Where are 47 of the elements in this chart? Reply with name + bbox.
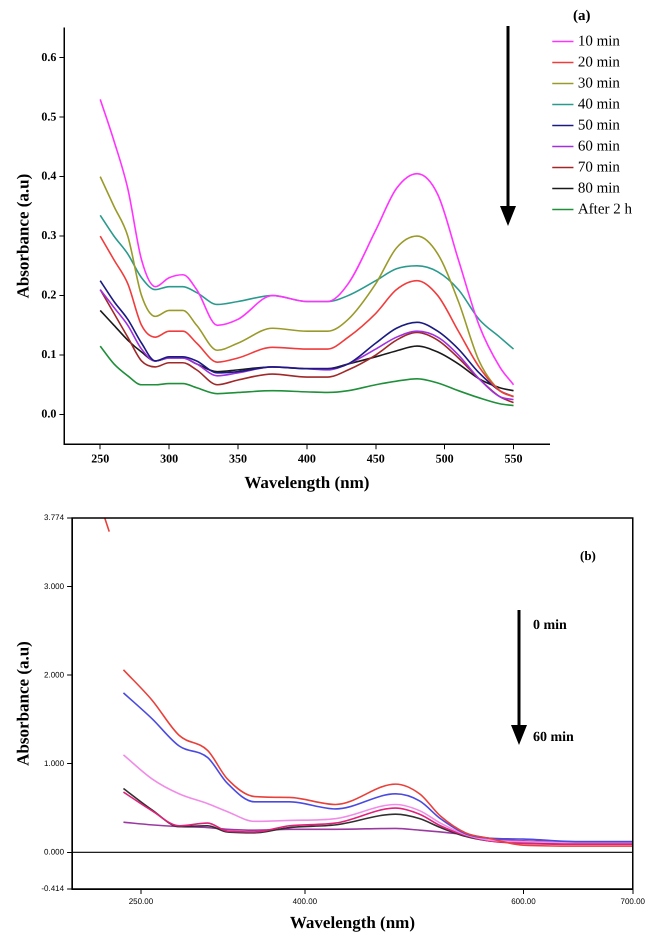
x-tick-label: 250 <box>91 451 110 466</box>
x-tick-label: 400.00 <box>292 897 318 906</box>
y-axis-title: Absorbance (a.u) <box>14 641 33 766</box>
annotation: 0 min <box>533 618 567 634</box>
legend-label: 60 min <box>578 138 620 154</box>
y-tick-label: 3.774 <box>44 513 65 522</box>
legend-label: 30 min <box>578 75 620 92</box>
legend-label: 10 min <box>578 33 620 50</box>
y-tick-label: 0.0 <box>41 406 56 421</box>
x-tick-label: 700.00 <box>620 897 646 906</box>
x-tick-label: 550 <box>504 451 523 466</box>
y-tick-label: 1.000 <box>44 758 65 768</box>
line-series <box>122 692 633 842</box>
x-tick-label: 450 <box>366 451 385 466</box>
legend-label: After 2 h <box>578 201 632 218</box>
y-tick-label: 0.5 <box>41 109 56 124</box>
legend-label: 40 min <box>578 96 620 112</box>
line-series <box>99 235 514 398</box>
legend-label: 50 min <box>578 117 620 134</box>
x-tick-label: 600.00 <box>511 897 536 906</box>
y-tick-label: 0.2 <box>41 288 56 302</box>
annotation: 60 min <box>533 730 574 746</box>
y-tick-label: 0.6 <box>41 50 56 64</box>
y-tick-label: 0.1 <box>41 347 56 362</box>
x-axis-title: Wavelength (nm) <box>290 913 415 932</box>
text: (a) <box>573 8 590 25</box>
annotation: (b) <box>580 548 596 564</box>
line-series <box>122 669 633 847</box>
line-series <box>122 754 633 844</box>
x-tick-label: 500 <box>436 451 454 466</box>
y-tick-label: 0.3 <box>41 228 56 242</box>
legend-label: 20 min <box>578 54 620 70</box>
y-tick-label: 2.000 <box>44 670 65 680</box>
y-axis-title: Absorbance (a.u) <box>14 174 33 298</box>
y-tick-label: 0.000 <box>44 848 65 857</box>
x-tick-label: 350 <box>228 451 247 466</box>
x-tick-label: 250.00 <box>128 897 154 906</box>
y-tick-label: -0.414 <box>41 884 65 894</box>
x-tick-label: 400 <box>298 451 316 466</box>
line-series <box>99 345 514 406</box>
y-tick-label: 0.4 <box>41 168 56 183</box>
y-tick-label: 3.000 <box>44 582 65 591</box>
line-series <box>99 98 514 386</box>
legend-label: 80 min <box>578 180 620 196</box>
legend-label: 70 min <box>578 159 620 176</box>
x-axis-title: Wavelength (nm) <box>244 473 370 492</box>
x-tick-label: 300 <box>160 451 178 466</box>
